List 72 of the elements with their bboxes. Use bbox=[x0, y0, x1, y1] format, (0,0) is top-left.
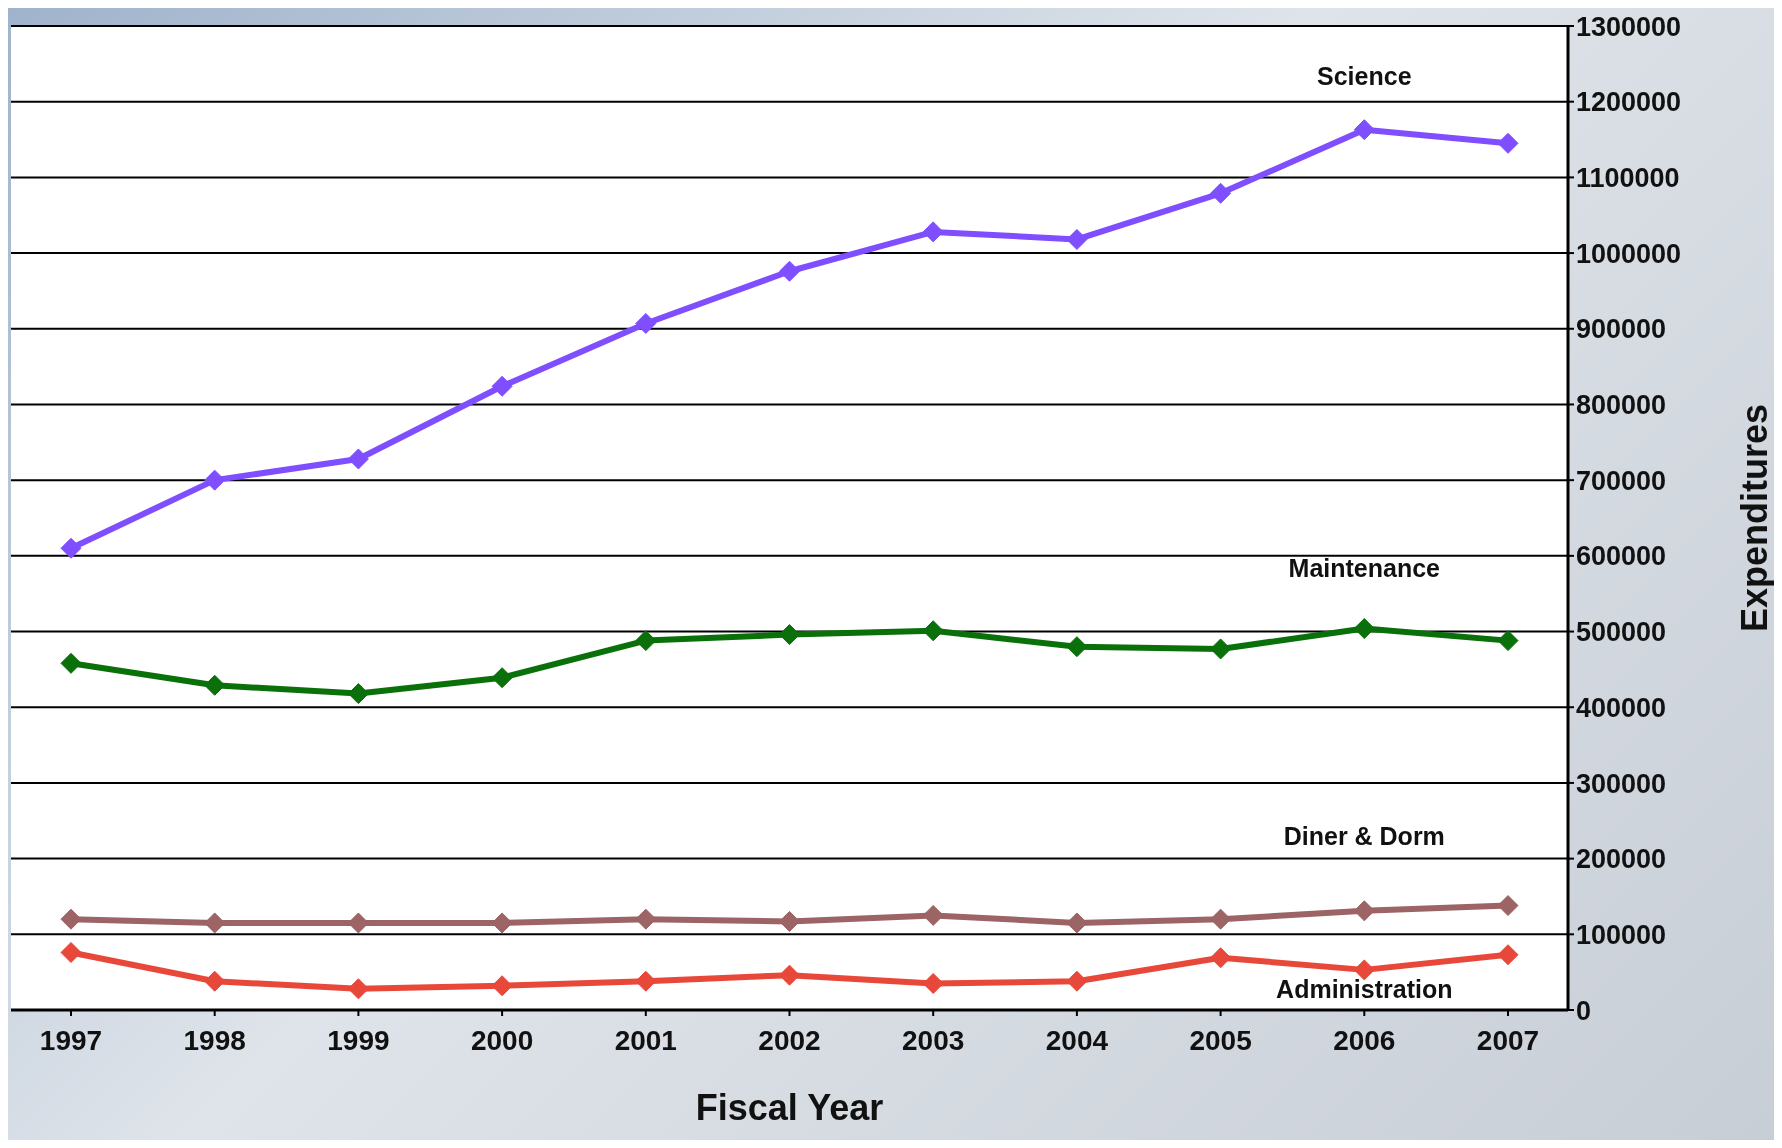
point bbox=[635, 908, 657, 930]
point bbox=[922, 973, 944, 995]
point bbox=[635, 970, 657, 992]
x-tick-label: 2001 bbox=[614, 1024, 677, 1056]
x-tick-label: 2005 bbox=[1189, 1024, 1252, 1056]
point bbox=[1210, 947, 1232, 969]
y-tick-label: 700000 bbox=[1576, 465, 1667, 496]
point bbox=[922, 620, 944, 642]
point bbox=[779, 260, 800, 282]
point bbox=[204, 674, 226, 696]
x-tick-label: 2003 bbox=[902, 1024, 965, 1056]
y-tick-label: 200000 bbox=[1576, 844, 1667, 875]
point bbox=[1066, 970, 1088, 992]
y-tick-label: 600000 bbox=[1576, 541, 1667, 572]
y-tick-label: 1200000 bbox=[1576, 87, 1682, 118]
x-tick-label: 2002 bbox=[758, 1024, 821, 1056]
y-tick-label: 300000 bbox=[1576, 768, 1667, 799]
point bbox=[779, 624, 800, 646]
y-axis-title: Expenditures bbox=[1733, 403, 1775, 633]
point bbox=[204, 970, 226, 992]
point bbox=[491, 375, 513, 397]
point bbox=[635, 312, 657, 334]
point bbox=[1497, 895, 1519, 917]
point bbox=[1353, 959, 1375, 981]
point bbox=[347, 978, 369, 1000]
point bbox=[922, 221, 944, 243]
point bbox=[1210, 908, 1232, 930]
point bbox=[491, 667, 513, 689]
point bbox=[635, 630, 657, 652]
point bbox=[1353, 119, 1375, 141]
point bbox=[60, 652, 82, 674]
series-label: Science bbox=[1317, 61, 1412, 90]
x-axis-title: Fiscal Year bbox=[695, 1087, 884, 1128]
x-tick-label: 1997 bbox=[39, 1024, 103, 1056]
point bbox=[347, 683, 369, 705]
point bbox=[204, 469, 226, 491]
x-tick-label: 2000 bbox=[470, 1024, 534, 1056]
y-tick-label: 500000 bbox=[1576, 617, 1667, 648]
point bbox=[1210, 638, 1232, 660]
point bbox=[1066, 912, 1088, 934]
point bbox=[347, 448, 369, 470]
point bbox=[1066, 636, 1088, 658]
y-tick-label: 900000 bbox=[1576, 314, 1667, 345]
point bbox=[1497, 630, 1519, 652]
point bbox=[1353, 618, 1375, 640]
x-tick-label: 2007 bbox=[1476, 1024, 1540, 1056]
point bbox=[491, 975, 513, 997]
text: Diner & Dorm bbox=[1283, 821, 1445, 850]
point bbox=[1210, 182, 1232, 204]
point bbox=[1353, 900, 1375, 922]
point bbox=[60, 941, 82, 963]
x-tick-label: 2006 bbox=[1333, 1024, 1396, 1056]
x-tick-label: 1998 bbox=[183, 1024, 246, 1056]
point bbox=[922, 904, 944, 926]
point bbox=[779, 964, 800, 986]
series-label: Administration bbox=[1276, 974, 1453, 1003]
x-tick-label: 1999 bbox=[327, 1024, 390, 1056]
point bbox=[1066, 228, 1088, 250]
y-tick-label: 0 bbox=[1576, 995, 1592, 1026]
point bbox=[60, 537, 82, 559]
point bbox=[1497, 132, 1519, 154]
point bbox=[1497, 944, 1519, 966]
y-tick-label: 400000 bbox=[1576, 692, 1667, 723]
point bbox=[779, 910, 800, 932]
y-tick-label: 800000 bbox=[1576, 390, 1667, 421]
y-tick-label: 1000000 bbox=[1576, 238, 1682, 269]
text: Maintenance bbox=[1288, 553, 1441, 582]
y-tick-label: 100000 bbox=[1576, 919, 1667, 950]
y-tick-label: 1100000 bbox=[1576, 162, 1680, 193]
point bbox=[60, 908, 82, 930]
y-tick-label: 1300000 bbox=[1576, 11, 1682, 42]
x-tick-label: 2004 bbox=[1045, 1024, 1109, 1056]
